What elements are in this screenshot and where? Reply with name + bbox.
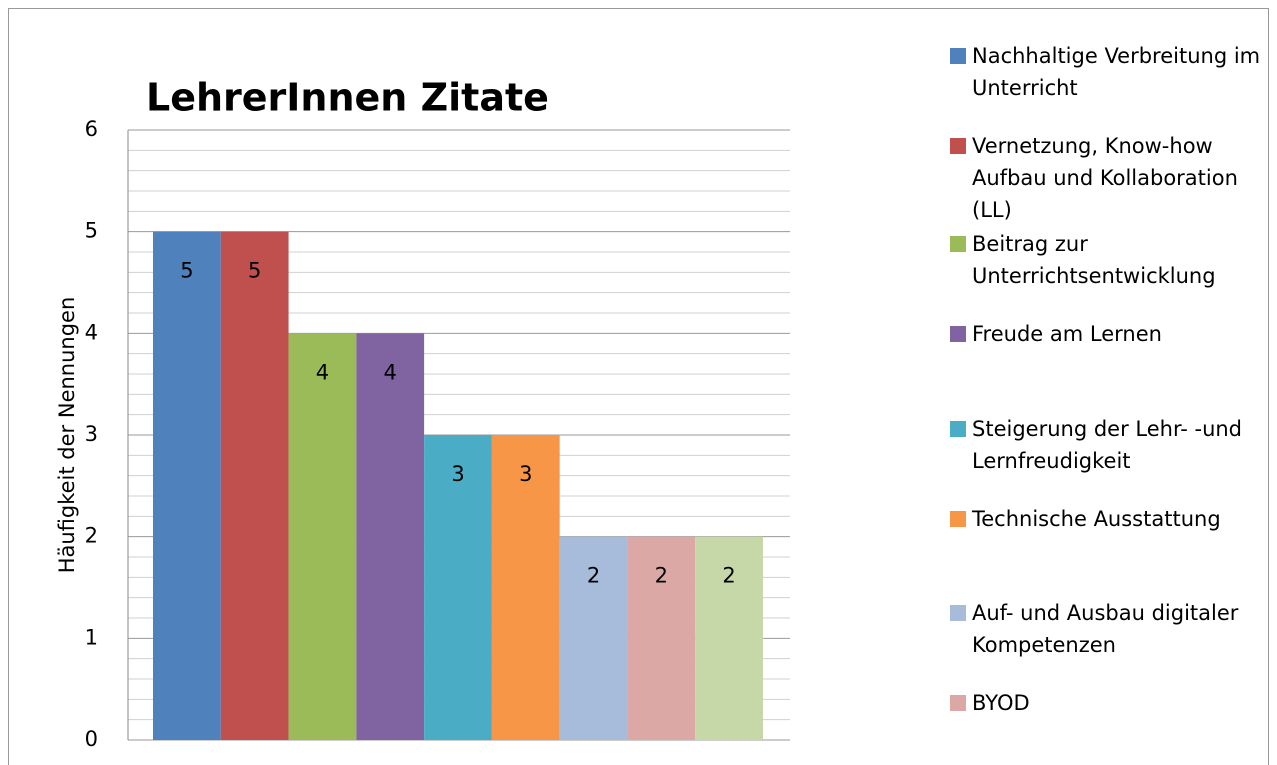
bar [491, 435, 560, 740]
legend-swatch [950, 236, 966, 252]
legend-label: Steigerung der Lehr- -und Lernfreudigkei… [972, 417, 1243, 473]
legend-swatch [950, 421, 966, 437]
bar [356, 333, 425, 740]
bar [288, 333, 357, 740]
legend-label: Nachhaltige Verbreitung im Unterricht [972, 44, 1261, 100]
legend-swatch [950, 695, 966, 711]
legend-entry: Nachhaltige Verbreitung im Unterricht [950, 40, 1270, 104]
legend-swatch [950, 138, 966, 154]
legend-label: Technische Ausstattung [972, 507, 1221, 531]
bar [627, 536, 696, 740]
legend-swatch [950, 511, 966, 527]
bar [695, 536, 763, 740]
legend-entry: Beitrag zur Unterrichtsentwicklung [950, 228, 1270, 292]
data-label: 3 [451, 462, 464, 486]
y-tick-label: 1 [85, 625, 98, 649]
legend-label: Freude am Lernen [972, 322, 1162, 346]
bar [559, 536, 628, 740]
legend-entry: BYOD [950, 687, 1270, 719]
legend-label: Auf- und Ausbau digitaler Kompetenzen [972, 601, 1239, 657]
data-label: 4 [316, 360, 329, 384]
legend-label: Beitrag zur Unterrichtsentwicklung [972, 232, 1216, 288]
legend-entry: Auf- und Ausbau digitaler Kompetenzen [950, 597, 1270, 661]
y-tick-label: 0 [85, 727, 98, 751]
bar [220, 231, 289, 740]
data-label: 2 [655, 564, 668, 588]
bar [153, 231, 221, 740]
legend-label: BYOD [972, 691, 1030, 715]
y-tick-label: 2 [85, 524, 98, 548]
y-axis-label: Häufigkeit der Nennungen [55, 297, 79, 574]
legend-entry: Technische Ausstattung [950, 503, 1270, 535]
chart-title: LehrerInnen Zitate [146, 76, 549, 120]
data-label: 5 [248, 259, 261, 283]
legend-swatch [950, 326, 966, 342]
data-label: 3 [519, 462, 532, 486]
y-tick-label: 4 [85, 320, 98, 344]
chart-border [8, 8, 1269, 765]
data-label: 2 [722, 564, 735, 588]
legend-entry: Freude am Lernen [950, 318, 1270, 350]
data-label: 2 [587, 564, 600, 588]
data-label: 5 [180, 259, 193, 283]
y-tick-label: 6 [85, 117, 98, 141]
legend-swatch [950, 605, 966, 621]
legend-swatch [950, 48, 966, 64]
y-tick-label: 3 [85, 422, 98, 446]
legend-entry: Steigerung der Lehr- -und Lernfreudigkei… [950, 413, 1270, 477]
y-tick-label: 5 [85, 219, 98, 243]
legend-label: Vernetzung, Know-how Aufbau und Kollabor… [972, 134, 1238, 222]
data-label: 4 [384, 360, 397, 384]
bar [424, 435, 492, 740]
legend-entry: Vernetzung, Know-how Aufbau und Kollabor… [950, 130, 1270, 226]
